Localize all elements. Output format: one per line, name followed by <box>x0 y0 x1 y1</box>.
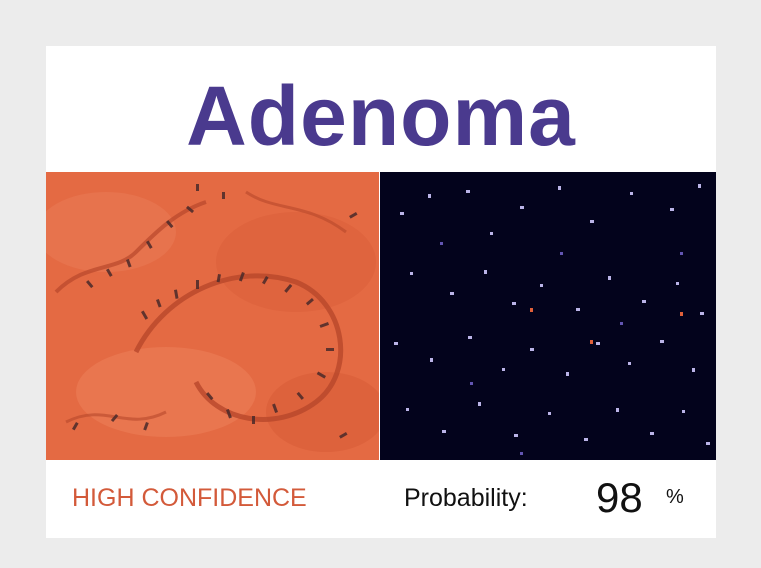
confidence-label: HIGH CONFIDENCE <box>72 484 307 512</box>
probability-label: Probability: <box>404 484 528 512</box>
probability-value: 98 <box>596 474 643 521</box>
diagnosis-title: Adenoma <box>186 69 576 163</box>
result-card: Adenoma <box>46 46 716 538</box>
fluorescence-nuclei-image <box>380 172 716 460</box>
probability-unit: % <box>666 486 684 508</box>
histology-tissue-image <box>46 172 379 460</box>
